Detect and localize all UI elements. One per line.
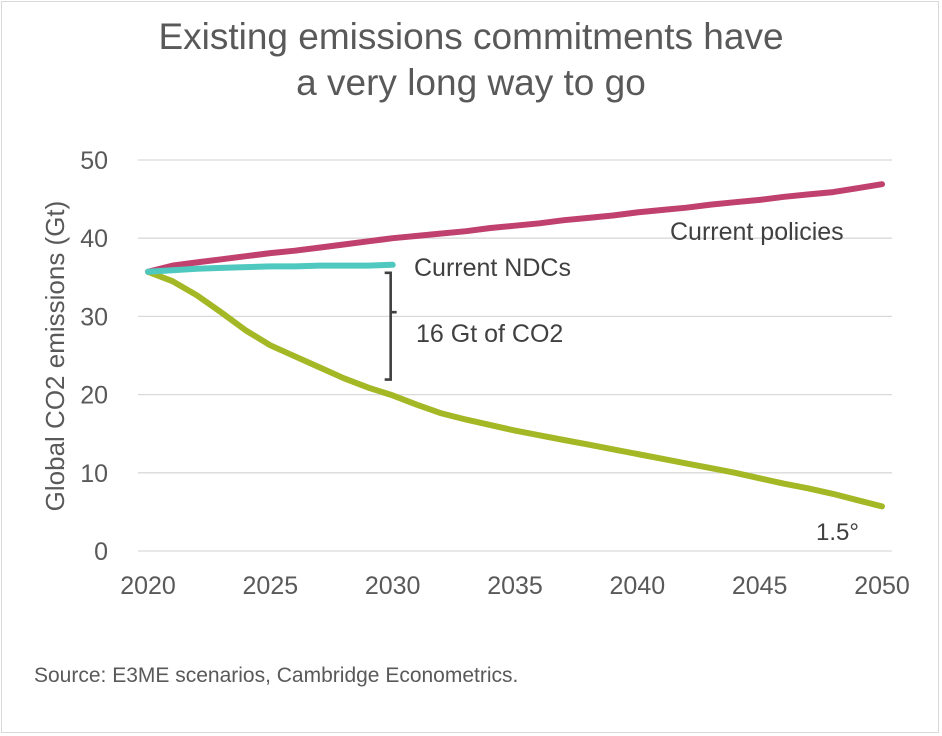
x-tick-label: 2025 <box>243 572 299 600</box>
y-tick-label: 40 <box>80 225 108 253</box>
chart-title: Existing emissions commitments have a ve… <box>0 14 942 106</box>
x-tick-label: 2040 <box>610 572 666 600</box>
y-tick-label: 0 <box>94 538 108 566</box>
gap-label: 16 Gt of CO2 <box>416 320 563 348</box>
y-tick-label: 30 <box>80 303 108 331</box>
series-line-current-policies <box>145 181 885 275</box>
label-one-point-five: 1.5° <box>816 519 859 546</box>
gap-bracket-line <box>384 271 397 381</box>
y-tick-label: 50 <box>80 147 108 175</box>
source-note: Source: E3ME scenarios, Cambridge Econom… <box>34 664 519 687</box>
gap-bracket <box>384 271 397 381</box>
y-axis-label: Global CO2 emissions (Gt) <box>40 201 70 512</box>
x-tick-label: 2045 <box>732 572 788 600</box>
data-series <box>145 181 885 510</box>
y-tick-label: 20 <box>80 382 108 410</box>
series-line-current-ndcs <box>145 261 396 275</box>
x-tick-label: 2035 <box>487 572 543 600</box>
gridlines <box>138 159 892 552</box>
label-current-policies: Current policies <box>670 218 844 246</box>
label-current-ndcs: Current NDCs <box>414 254 571 282</box>
x-tick-label: 2030 <box>365 572 421 600</box>
y-axis-tick-labels: 0 10 20 30 40 50 <box>80 147 108 566</box>
x-axis-tick-labels: 2020 2025 2030 2035 2040 2045 2050 <box>120 572 910 600</box>
title-line-2: a very long way to go <box>296 62 646 103</box>
x-tick-label: 2020 <box>120 572 176 600</box>
title-line-1: Existing emissions commitments have <box>158 16 784 57</box>
x-tick-label: 2050 <box>854 572 910 600</box>
y-tick-label: 10 <box>80 460 108 488</box>
series-line-1-5 <box>145 268 885 510</box>
